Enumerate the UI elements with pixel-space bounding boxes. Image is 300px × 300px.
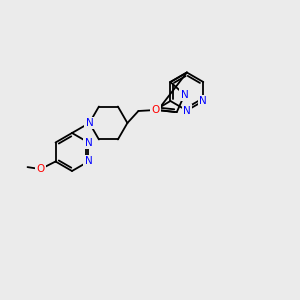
- Text: N: N: [85, 137, 92, 148]
- Text: N: N: [181, 90, 188, 100]
- Text: N: N: [85, 118, 93, 128]
- Text: N: N: [200, 96, 207, 106]
- Text: O: O: [151, 105, 160, 115]
- Text: N: N: [183, 106, 191, 116]
- Text: N: N: [85, 157, 92, 166]
- Text: O: O: [36, 164, 45, 174]
